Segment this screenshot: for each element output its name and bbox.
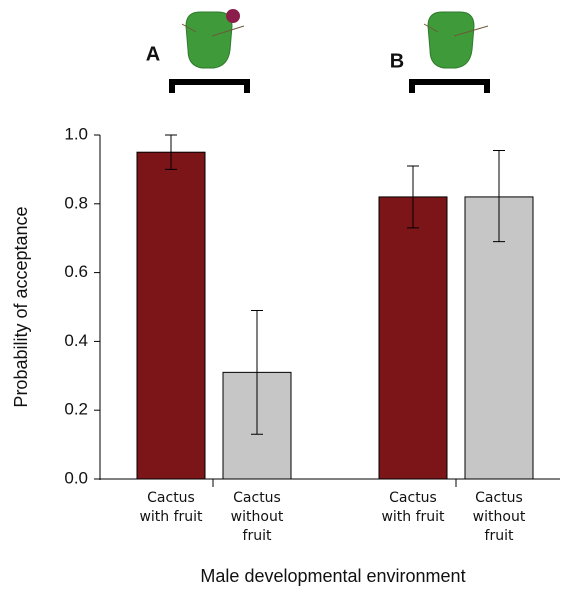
bar	[379, 197, 447, 479]
x-axis-label: Male developmental environment	[200, 566, 465, 586]
cactus-icon	[424, 12, 488, 68]
y-tick-label: 0.4	[64, 331, 88, 350]
y-tick-label: 0.2	[64, 400, 88, 419]
page: {"chart_data": {"type": "bar", "ylabel":…	[0, 0, 573, 590]
bracket	[172, 82, 247, 93]
cactus-icon	[182, 9, 244, 68]
bar	[137, 152, 205, 479]
x-tick-label: Cactus without fruit	[225, 489, 289, 546]
y-tick-label: 0.0	[64, 468, 88, 487]
x-tick-label: Cactus without fruit	[467, 489, 531, 546]
y-tick-label: 1.0	[64, 124, 88, 143]
group-label: A	[146, 43, 160, 65]
x-tick-label: Cactus with fruit	[139, 489, 203, 527]
x-tick-label: Cactus with fruit	[381, 489, 445, 527]
group-label: B	[390, 50, 404, 72]
y-tick-label: 0.6	[64, 262, 88, 281]
bracket	[412, 82, 487, 93]
y-axis-label: Probability of acceptance	[11, 206, 31, 407]
y-tick-label: 0.8	[64, 193, 88, 212]
